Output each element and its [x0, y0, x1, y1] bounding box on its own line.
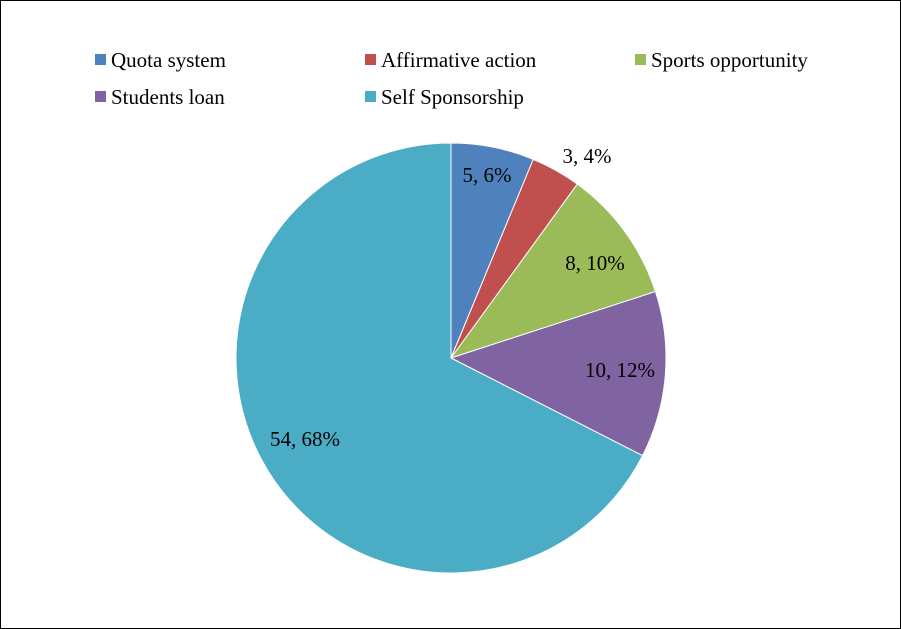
legend-item-quota-system: Quota system — [95, 48, 226, 72]
legend-label-affirmative-action: Affirmative action — [381, 48, 537, 72]
pie-slices — [235, 142, 667, 574]
legend-swatch-affirmative-action — [365, 54, 376, 65]
data-label-sports-opportunity: 8, 10% — [565, 251, 625, 275]
data-label-students-loan: 10, 12% — [585, 358, 655, 382]
pie-data-labels: 5, 6% 3, 4% 8, 10% 10, 12% 54, 68% — [270, 144, 655, 451]
pie-slice-sports-opportunity — [449, 183, 657, 359]
data-label-affirmative-action: 3, 4% — [563, 144, 612, 168]
legend-label-self-sponsorship: Self Sponsorship — [381, 85, 524, 109]
data-label-self-sponsorship: 54, 68% — [270, 427, 340, 451]
pie-slice-students-loan — [449, 290, 667, 457]
legend-swatch-students-loan — [95, 91, 106, 102]
legend-item-students-loan: Students loan — [95, 85, 225, 109]
legend-label-quota-system: Quota system — [111, 48, 226, 72]
legend-item-sports-opportunity: Sports opportunity — [635, 48, 808, 72]
pie-slice-self-sponsorship — [235, 142, 644, 574]
legend-item-affirmative-action: Affirmative action — [365, 48, 537, 72]
legend-item-self-sponsorship: Self Sponsorship — [365, 85, 524, 109]
legend-swatch-self-sponsorship — [365, 91, 376, 102]
legend-label-students-loan: Students loan — [111, 85, 225, 109]
legend-label-sports-opportunity: Sports opportunity — [651, 48, 808, 72]
legend-swatch-quota-system — [95, 54, 106, 65]
data-label-quota-system: 5, 6% — [463, 163, 512, 187]
chart-legend: Quota system Affirmative action Sports opp… — [95, 48, 808, 109]
legend-swatch-sports-opportunity — [635, 54, 646, 65]
